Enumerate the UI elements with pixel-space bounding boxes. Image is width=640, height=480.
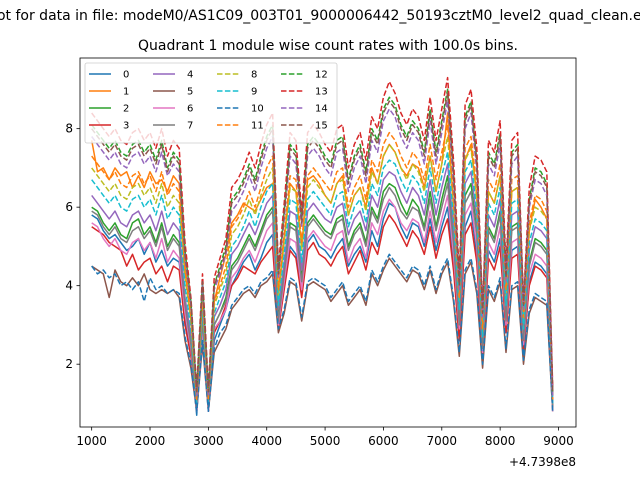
series-line-8 [91, 135, 554, 401]
y-tick-label: 4 [65, 279, 73, 293]
x-tick-label: 4000 [251, 434, 282, 448]
x-tick-label: 8000 [485, 434, 516, 448]
legend-label-0: 0 [123, 70, 129, 81]
series-line-10 [91, 253, 554, 413]
legend-label-14: 14 [315, 104, 328, 115]
legend-box [84, 62, 338, 144]
series-line-5 [91, 257, 554, 413]
legend-label-1: 1 [123, 87, 129, 98]
ticks-layer: 1000 2000 3000 4000 5000 6000 7000 8000 9000 2 4 6 8 [65, 122, 573, 448]
y-tick-label: 6 [65, 200, 73, 214]
series-line-4 [91, 163, 554, 405]
series-line-6 [91, 194, 554, 413]
legend-label-6: 6 [187, 104, 193, 115]
legend-label-11: 11 [251, 121, 264, 132]
axes-title: Quadrant 1 module wise count rates with … [138, 38, 518, 54]
legend-label-8: 8 [251, 70, 257, 81]
legend-label-5: 5 [187, 87, 193, 98]
y-tick-label: 2 [65, 357, 73, 371]
series-line-13 [91, 76, 554, 389]
series-line-15 [91, 92, 554, 393]
legend-label-12: 12 [315, 70, 328, 81]
series-line-12 [91, 88, 554, 393]
series-layer [90, 76, 554, 416]
x-tick-label: 2000 [135, 434, 166, 448]
legend-label-15: 15 [315, 121, 328, 132]
x-tick-label: 1000 [76, 434, 107, 448]
x-tick-label: 7000 [427, 434, 458, 448]
x-offset-label: +4.7398e8 [509, 455, 576, 469]
x-tick-label: 9000 [543, 434, 574, 448]
axes-frame [79, 57, 577, 428]
legend-label-4: 4 [187, 70, 193, 81]
series-line-7 [91, 182, 554, 409]
x-tick-label: 5000 [310, 434, 341, 448]
x-tick-label: 6000 [368, 434, 399, 448]
series-line-11 [91, 123, 554, 401]
series-line-14 [91, 100, 554, 397]
x-tick-label: 3000 [193, 434, 224, 448]
series-line-3 [91, 214, 554, 409]
series-line-9 [91, 151, 554, 405]
legend-label-13: 13 [315, 87, 328, 98]
legend-label-9: 9 [251, 87, 257, 98]
legend-label-2: 2 [123, 104, 129, 115]
figure-suptitle: Plot for data in file: modeM0/AS1C09_003… [0, 8, 640, 24]
legend-label-3: 3 [123, 121, 129, 132]
legend-label-10: 10 [251, 104, 264, 115]
legend-label-7: 7 [187, 121, 193, 132]
series-line-0 [91, 202, 554, 416]
y-tick-label: 8 [65, 122, 73, 136]
